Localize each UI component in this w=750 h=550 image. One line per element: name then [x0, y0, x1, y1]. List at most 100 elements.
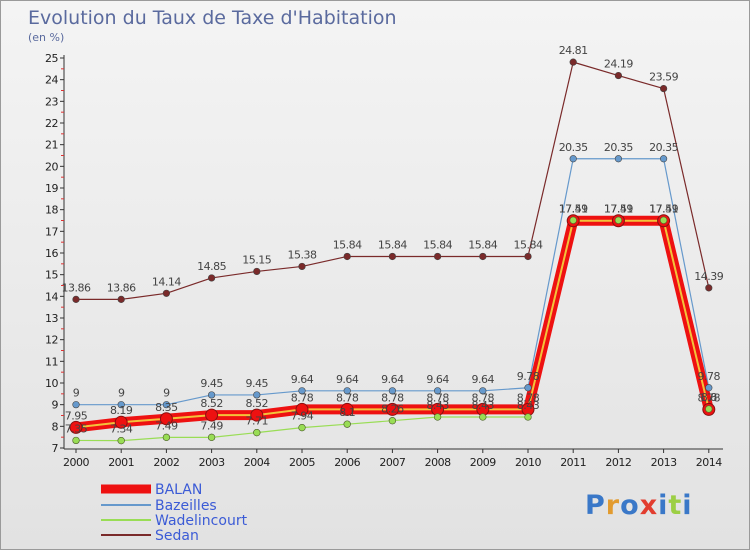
data-point-bazeilles [253, 391, 261, 399]
data-label-sedan: 14.85 [197, 260, 226, 273]
y-tick-label: 10 [45, 377, 58, 390]
data-point-bazeilles [659, 155, 668, 163]
y-tick-label: 19 [45, 182, 58, 195]
legend-label-balan: BALAN [155, 482, 202, 498]
y-tick-label: 23 [45, 95, 58, 108]
data-label-balan: 7.95 [65, 409, 88, 422]
logo-letter: x [639, 490, 659, 521]
x-tick-label: 2005 [289, 456, 315, 469]
data-point-sedan [72, 295, 80, 303]
x-tick-label: 2008 [425, 456, 451, 469]
data-point-balan [114, 415, 128, 429]
x-tick-label: 2004 [244, 456, 270, 469]
data-label-bazeilles: 20.35 [559, 141, 588, 154]
data-label-bazeilles: 9.78 [698, 370, 721, 383]
data-point-sedan [343, 252, 351, 261]
data-label-bazeilles: 9.64 [291, 373, 314, 386]
data-point-wadelincourt [253, 429, 261, 437]
data-label-balan: 17.49 [649, 203, 678, 216]
data-label-balan: 8.35 [155, 401, 178, 414]
data-point-bazeilles [479, 387, 487, 395]
data-point-sedan [298, 262, 306, 271]
data-point-sedan [659, 84, 668, 93]
data-label-sedan: 13.86 [62, 281, 91, 294]
x-tick-label: 2007 [379, 456, 405, 469]
data-label-bazeilles: 20.35 [604, 141, 633, 154]
data-label-balan: 17.49 [559, 203, 588, 216]
data-label-bazeilles: 9 [118, 387, 125, 400]
data-label-wadelincourt: 8.43 [517, 399, 540, 412]
y-tick-label: 7 [52, 442, 59, 455]
data-label-bazeilles: 9.64 [381, 373, 404, 386]
data-point-wadelincourt [298, 424, 306, 432]
data-label-sedan: 15.84 [333, 238, 362, 251]
x-tick-label: 2002 [153, 456, 179, 469]
data-label-bazeilles: 9.45 [200, 377, 223, 390]
data-label-wadelincourt: 7.71 [246, 415, 269, 428]
legend-label-bazeilles: Bazeilles [155, 498, 217, 514]
data-point-sedan [569, 58, 577, 66]
data-point-bazeilles [208, 391, 216, 399]
logo-letter: i [682, 490, 693, 521]
data-label-sedan: 15.84 [468, 238, 497, 251]
data-label-balan: 8.78 [291, 391, 314, 404]
y-tick-label: 16 [45, 247, 58, 260]
y-tick-label: 22 [45, 117, 58, 130]
data-label-wadelincourt: 8.43 [472, 399, 495, 412]
x-tick-label: 2006 [334, 456, 360, 469]
data-label-bazeilles: 9.64 [426, 373, 449, 386]
chart-unit-label: (en %) [28, 31, 65, 44]
data-point-wadelincourt [434, 413, 442, 421]
data-point-sedan [614, 71, 623, 80]
data-point-bazeilles [72, 401, 80, 409]
data-label-wadelincourt: 7.35 [65, 422, 88, 435]
data-point-wadelincourt [388, 417, 397, 425]
data-label-balan: 8.52 [246, 397, 269, 410]
data-point-wadelincourt [705, 405, 713, 413]
data-label-sedan: 23.59 [649, 71, 678, 84]
data-point-bazeilles [162, 401, 170, 409]
data-point-balan [385, 402, 399, 416]
data-point-bazeilles [705, 384, 713, 392]
proxiti-logo: Proxiti [585, 490, 693, 521]
data-label-bazeilles: 9.45 [246, 377, 269, 390]
data-point-bazeilles [569, 155, 577, 163]
data-label-bazeilles: 9.64 [336, 373, 359, 386]
data-point-sedan [117, 295, 125, 303]
data-point-bazeilles [434, 387, 442, 395]
data-point-wadelincourt [569, 216, 577, 224]
data-point-wadelincourt [162, 433, 170, 441]
x-tick-label: 2001 [108, 456, 134, 469]
data-label-balan: 8.78 [381, 391, 404, 404]
data-point-sedan [705, 284, 713, 292]
data-label-bazeilles: 9.64 [472, 373, 495, 386]
data-label-wadelincourt: 8.26 [381, 403, 404, 416]
x-tick-label: 2012 [605, 456, 631, 469]
data-label-bazeilles: 9 [163, 387, 170, 400]
data-label-balan: 8.78 [517, 391, 540, 404]
series-line-sedan [76, 61, 710, 300]
data-label-sedan: 15.15 [242, 253, 271, 266]
data-label-sedan: 14.39 [694, 270, 723, 283]
data-point-sedan [388, 252, 397, 261]
data-point-sedan [524, 252, 532, 261]
y-tick-label: 18 [45, 204, 58, 217]
data-point-sedan [253, 267, 261, 276]
data-point-wadelincourt [117, 437, 125, 445]
legend-label-wadelincourt: Wadelincourt [155, 513, 248, 529]
y-tick-label: 14 [45, 290, 58, 303]
data-point-wadelincourt [208, 433, 216, 441]
data-label-wadelincourt: 17.51 [559, 202, 588, 215]
data-label-sedan: 15.38 [288, 248, 317, 261]
x-tick-label: 2011 [560, 456, 586, 469]
data-label-balan: 8.78 [472, 391, 495, 404]
data-label-wadelincourt: 17.51 [604, 202, 633, 215]
data-point-sedan [208, 274, 216, 282]
y-tick-label: 13 [45, 312, 58, 325]
data-label-bazeilles: 20.35 [649, 141, 678, 154]
data-point-balan [205, 408, 219, 422]
data-label-sedan: 15.84 [423, 238, 452, 251]
data-label-balan: 8.78 [426, 391, 449, 404]
data-label-wadelincourt: 7.49 [200, 419, 223, 432]
